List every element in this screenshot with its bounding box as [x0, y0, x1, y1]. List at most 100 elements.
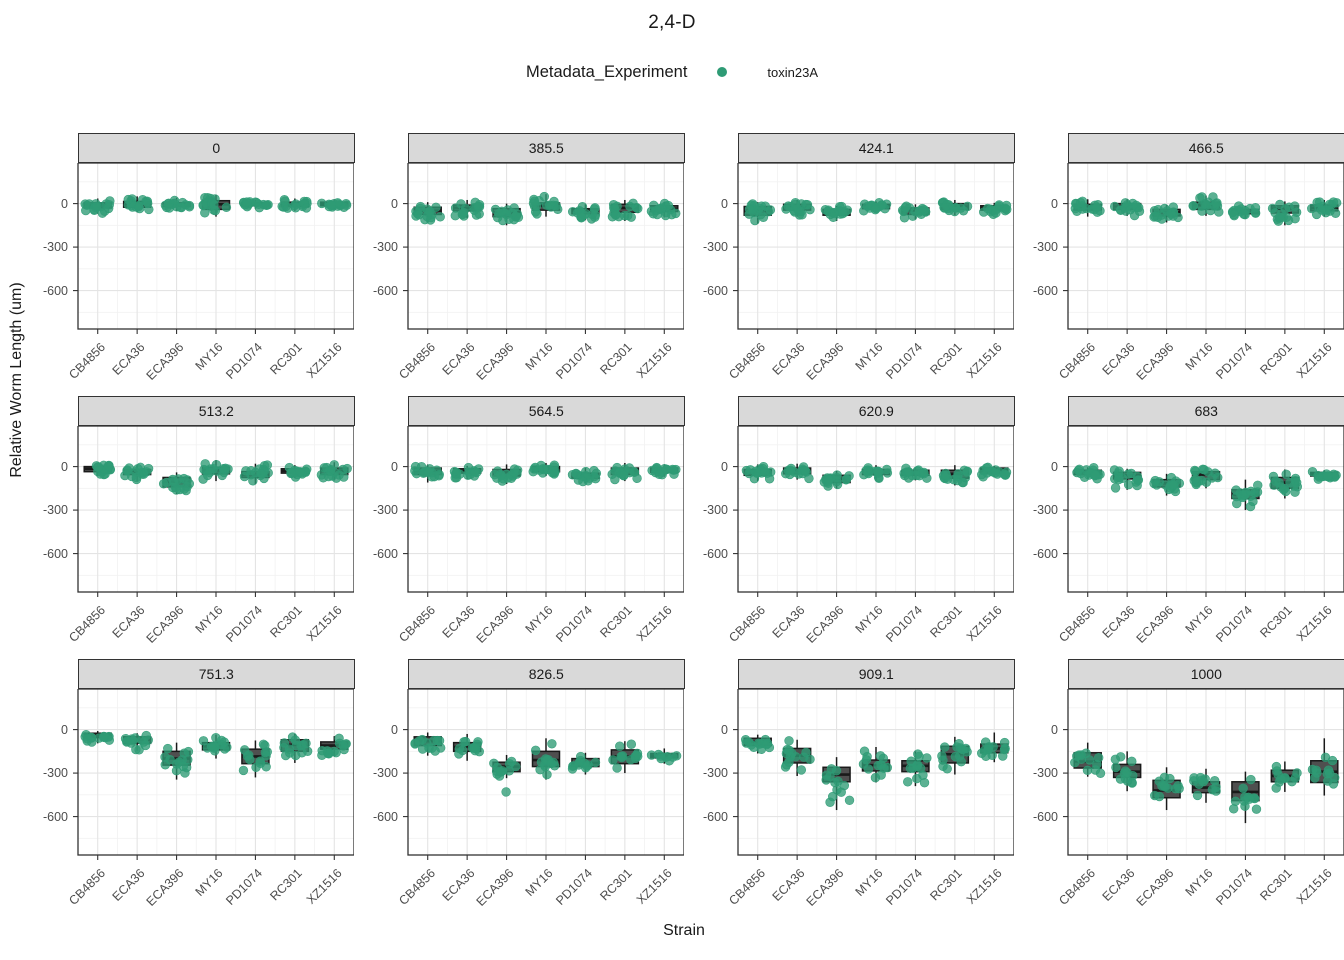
x-tick-label: ECA36	[1099, 340, 1138, 378]
y-tick-label: -300	[702, 240, 728, 255]
x-tick-label: ECA396	[1133, 603, 1177, 646]
x-tick-label: ECA396	[143, 603, 187, 646]
x-tick-label: PD1074	[883, 866, 926, 908]
y-tick-label: -300	[42, 240, 68, 255]
jitter-points	[741, 461, 776, 484]
y-axis-tick-labels: 0 -300 -600	[354, 163, 403, 334]
facet-strip-label: 424.1	[738, 133, 1015, 163]
facet-strip-label: 1000	[1068, 659, 1344, 689]
x-tick-label: RC301	[597, 866, 635, 904]
facet-panel	[73, 163, 354, 334]
x-axis-tick-labels: CB4856 ECA36 ECA396 MY16 PD1074 RC301 XZ1516	[1056, 860, 1344, 922]
jitter-points	[1231, 480, 1263, 512]
x-tick-label: CB4856	[1055, 866, 1098, 908]
x-tick-label: XZ1516	[963, 603, 1005, 644]
legend-item-label: toxin23A	[767, 64, 819, 80]
facet-0: 0 0 -300 -600 CB4856 ECA36 ECA396 MY16 PD1074 RC3…	[24, 133, 355, 396]
x-tick-label: ECA36	[769, 866, 808, 904]
jitter-points	[821, 764, 855, 807]
jitter-points	[1110, 198, 1145, 221]
x-tick-label: PD1074	[883, 603, 926, 645]
jitter-points	[937, 739, 972, 774]
x-tick-label: PD1074	[1213, 603, 1256, 645]
y-tick-label: -600	[372, 809, 398, 824]
x-tick-label: PD1074	[223, 603, 266, 645]
x-tick-label: RC301	[927, 866, 965, 904]
jitter-points	[1149, 472, 1185, 497]
x-tick-label: ECA36	[109, 866, 148, 904]
x-tick-label: MY16	[852, 866, 886, 899]
y-tick-label: -600	[1032, 809, 1058, 824]
y-axis-tick-labels: 0 -300 -600	[1014, 689, 1063, 860]
jitter-points	[1070, 196, 1105, 217]
facet-826.5: 826.5 0 -300 -600 CB4856 ECA36 ECA396 MY16 PD107…	[354, 659, 685, 922]
x-tick-label: RC301	[267, 866, 305, 904]
y-tick-label: -300	[1032, 240, 1058, 255]
jitter-points	[1227, 201, 1261, 221]
x-tick-label: ECA36	[769, 603, 808, 641]
jitter-points	[740, 734, 775, 755]
x-axis-tick-labels: CB4856 ECA36 ECA396 MY16 PD1074 RC301 XZ1516	[396, 597, 684, 659]
x-tick-label: PD1074	[883, 340, 926, 382]
jitter-points	[859, 463, 893, 483]
x-tick-label: MY16	[522, 603, 556, 636]
y-tick-label: 0	[391, 459, 398, 474]
x-tick-label: RC301	[927, 603, 965, 641]
x-axis-tick-labels: CB4856 ECA36 ECA396 MY16 PD1074 RC301 XZ1516	[396, 860, 684, 922]
facet-panel	[403, 426, 684, 597]
jitter-points	[1070, 748, 1106, 778]
y-tick-label: -600	[372, 283, 398, 298]
jitter-points	[744, 199, 776, 226]
jitter-points	[80, 196, 115, 218]
x-tick-label: PD1074	[553, 340, 596, 382]
y-tick-label: 0	[61, 722, 68, 737]
facet-424.1: 424.1 0 -300 -600 CB4856 ECA36 ECA396 MY16 PD107…	[684, 133, 1015, 396]
jitter-points	[160, 195, 195, 213]
y-axis-tick-labels: 0 -300 -600	[684, 163, 733, 334]
x-tick-label: RC301	[927, 340, 965, 378]
y-tick-label: 0	[721, 722, 728, 737]
x-tick-label: RC301	[597, 603, 635, 641]
x-tick-label: MY16	[192, 866, 226, 899]
jitter-points	[937, 197, 973, 217]
jitter-points	[977, 737, 1010, 762]
x-axis-tick-labels: CB4856 ECA36 ECA396 MY16 PD1074 RC301 XZ1516	[66, 334, 354, 396]
x-tick-label: XZ1516	[303, 866, 345, 907]
facet-strip-label: 564.5	[408, 396, 685, 426]
x-tick-label: XZ1516	[303, 340, 345, 381]
jitter-points	[454, 736, 484, 759]
facet-1000: 1000 0 -300 -600 CB4856 ECA36 ECA396 MY16 PD1074…	[1014, 659, 1344, 922]
jitter-points	[819, 470, 854, 491]
x-tick-label: RC301	[1257, 866, 1295, 904]
x-tick-label: PD1074	[1213, 866, 1256, 908]
facet-strip-label: 683	[1068, 396, 1344, 426]
y-tick-label: -600	[372, 546, 398, 561]
x-tick-label: XZ1516	[303, 603, 345, 644]
facet-564.5: 564.5 0 -300 -600 CB4856 ECA36 ECA396 MY16 PD107…	[354, 396, 685, 659]
facet-panel	[403, 163, 684, 334]
x-tick-label: XZ1516	[633, 866, 675, 907]
jitter-points	[1268, 469, 1303, 497]
jitter-points	[979, 200, 1012, 220]
jitter-points	[1267, 199, 1302, 226]
y-tick-label: -600	[702, 809, 728, 824]
jitter-points	[977, 462, 1012, 482]
y-tick-label: 0	[391, 722, 398, 737]
x-tick-label: PD1074	[553, 603, 596, 645]
jitter-points	[410, 734, 446, 756]
jitter-points	[410, 461, 444, 482]
jitter-points	[120, 462, 154, 485]
jitter-points	[450, 197, 485, 221]
y-tick-label: -600	[42, 283, 68, 298]
x-tick-label: ECA396	[143, 340, 187, 383]
jitter-points	[607, 198, 643, 222]
jitter-points	[530, 739, 560, 780]
jitter-points	[158, 473, 195, 496]
jitter-points	[1189, 772, 1221, 801]
legend-title: Metadata_Experiment	[525, 62, 688, 81]
x-tick-label: CB4856	[65, 340, 108, 382]
jitter-points	[903, 749, 932, 788]
x-tick-label: PD1074	[223, 340, 266, 382]
y-tick-label: 0	[61, 196, 68, 211]
